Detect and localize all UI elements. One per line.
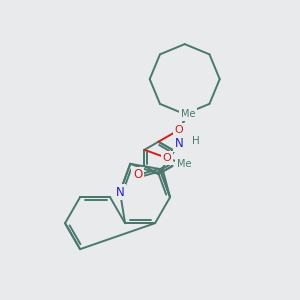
Text: O: O	[133, 168, 142, 181]
Text: O: O	[175, 125, 183, 135]
Text: O: O	[162, 153, 171, 163]
Text: N: N	[116, 185, 124, 199]
Text: Me: Me	[181, 109, 195, 119]
Text: N: N	[175, 137, 184, 150]
Text: H: H	[192, 136, 200, 146]
Text: Me: Me	[177, 159, 191, 169]
